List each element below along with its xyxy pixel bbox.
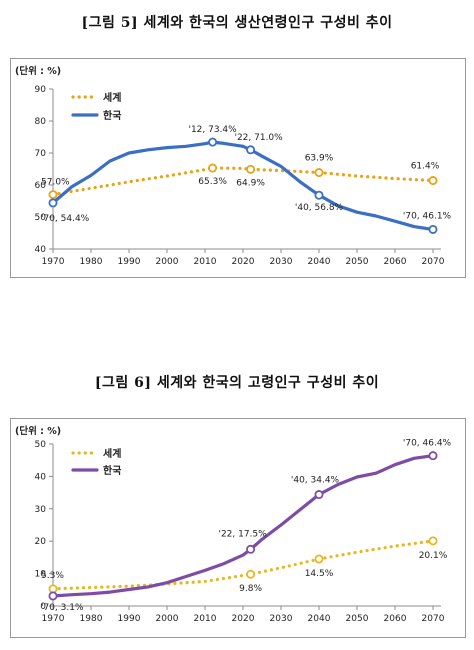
x-tick-label: 2020 — [232, 614, 255, 624]
data-point-marker-korea — [246, 145, 256, 155]
x-tick-label: 1990 — [118, 614, 141, 624]
x-tick-label: 2020 — [232, 257, 255, 267]
data-point-marker-korea — [208, 137, 218, 147]
data-point-marker-world — [246, 164, 256, 174]
data-point-marker-world — [428, 536, 438, 546]
data-label: 64.9% — [236, 178, 265, 188]
data-label: 9.8% — [239, 584, 262, 594]
data-label: '40, 34.4% — [291, 476, 340, 486]
series-line-world — [51, 539, 435, 591]
data-point-marker-world — [246, 569, 256, 579]
y-tick-label: 10 — [35, 570, 47, 580]
series-line-world — [51, 166, 435, 197]
series-line-korea — [51, 140, 435, 232]
x-tick-label: 1980 — [80, 257, 103, 267]
data-label: '22, 17.5% — [218, 529, 267, 539]
y-tick-label: 50 — [35, 440, 47, 450]
figure5-title: [그림 5] 세계와 한국의 생산연령인구 구성비 추이 — [81, 15, 393, 31]
x-tick-label: 2010 — [194, 614, 217, 624]
figure5-chart-svg: (단위 : %) 40 50 60 70 80 90 1970 1980 1990 2000 2010… — [15, 65, 452, 267]
data-label: '40, 56.8% — [295, 203, 344, 213]
data-point-marker-korea — [48, 591, 58, 601]
legend-label-world: 세계 — [103, 447, 121, 460]
legend-label-world: 세계 — [103, 91, 121, 104]
figure6-chart-panel: (단위 : %) 0 10 20 30 40 50 1970 1980 1990 2000 2010 2… — [10, 418, 466, 638]
data-label: 61.4% — [411, 162, 440, 172]
y-tick-label: 50 — [35, 213, 47, 223]
data-point-marker-world — [314, 168, 324, 178]
data-point-marker-korea — [428, 224, 438, 234]
legend-label-korea: 한국 — [103, 465, 121, 477]
data-point-marker-korea — [246, 544, 256, 554]
legend-label-korea: 한국 — [103, 110, 121, 122]
data-point-marker-world — [428, 176, 438, 186]
data-label: '70, 3.1% — [41, 603, 84, 613]
figure5-chart-panel: (단위 : %) 40 50 60 70 80 90 1970 1980 1990 2000 2010… — [10, 58, 466, 278]
data-label: '70, 46.1% — [403, 211, 452, 221]
y-tick-label: 20 — [35, 537, 47, 547]
x-tick-label: 2030 — [270, 257, 293, 267]
y-tick-label: 80 — [35, 117, 47, 127]
data-label: '12, 73.4% — [188, 125, 237, 135]
data-point-marker-korea — [314, 190, 324, 200]
data-label: 20.1% — [419, 551, 448, 561]
x-tick-label: 2030 — [270, 614, 293, 624]
x-tick-label: 2000 — [156, 614, 179, 624]
y-tick-label: 40 — [35, 472, 47, 482]
x-tick-label: 2000 — [156, 257, 179, 267]
x-tick-label: 2040 — [308, 614, 331, 624]
y-tick-label: 30 — [35, 505, 47, 515]
unit-label: (단위 : %) — [15, 425, 61, 437]
data-label: '70, 46.4% — [403, 439, 452, 449]
data-label: '22, 71.0% — [234, 133, 283, 143]
y-tick-label: 40 — [35, 245, 47, 255]
data-point-marker-korea — [428, 451, 438, 461]
data-label: 14.5% — [305, 569, 334, 579]
x-tick-label: 2070 — [422, 614, 445, 624]
x-tick-label: 2040 — [308, 257, 331, 267]
y-tick-label: 70 — [35, 149, 47, 159]
figure6-title: [그림 6] 세계와 한국의 고령인구 구성비 추이 — [94, 375, 380, 391]
x-tick-label: 2050 — [346, 257, 369, 267]
x-tick-label: 1970 — [42, 257, 65, 267]
data-point-marker-korea — [48, 198, 58, 208]
data-label: 63.9% — [305, 154, 334, 164]
data-point-marker-korea — [314, 490, 324, 500]
data-label: 57.0% — [41, 178, 70, 188]
data-label: 5.3% — [41, 571, 64, 581]
data-point-marker-world — [48, 584, 58, 594]
y-tick-label: 60 — [35, 181, 47, 191]
data-point-marker-world — [48, 190, 58, 200]
data-label: 65.3% — [198, 177, 227, 187]
y-tick-label: 0 — [40, 602, 46, 612]
data-point-marker-world — [314, 554, 324, 564]
x-tick-label: 2070 — [422, 257, 445, 267]
data-label: '70, 54.4% — [41, 214, 90, 224]
x-tick-label: 1990 — [118, 257, 141, 267]
x-tick-label: 2010 — [194, 257, 217, 267]
x-tick-label: 2060 — [384, 614, 407, 624]
y-tick-label: 90 — [35, 85, 47, 95]
unit-label: (단위 : %) — [15, 65, 61, 77]
series-line-korea — [51, 454, 435, 598]
x-tick-label: 2050 — [346, 614, 369, 624]
x-tick-label: 2060 — [384, 257, 407, 267]
x-tick-label: 1970 — [42, 614, 65, 624]
x-tick-label: 1980 — [80, 614, 103, 624]
data-point-marker-world — [208, 163, 218, 173]
